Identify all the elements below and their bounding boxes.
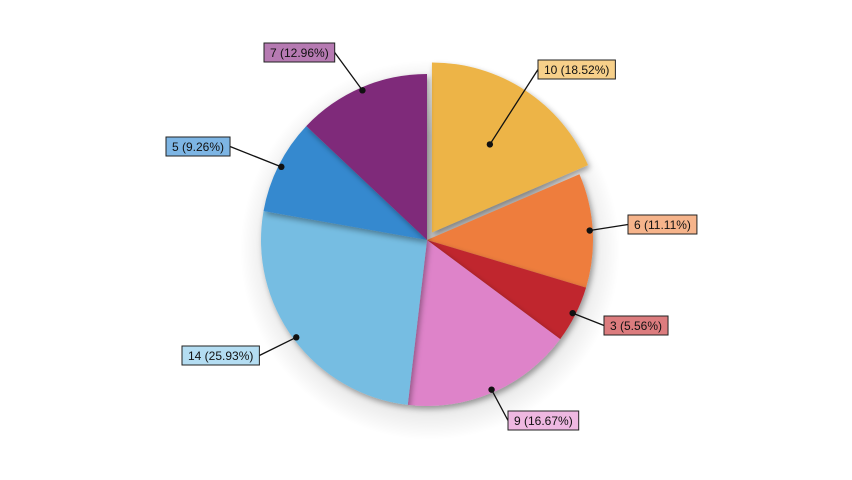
slice-label-1: 6 (11.11%): [634, 218, 691, 232]
leader-line-4: [259, 336, 297, 357]
leader-line-1: [589, 223, 629, 232]
leader-dot-3: [488, 386, 495, 393]
pie-slice-6: [306, 74, 427, 240]
pie-slice-5: [263, 126, 427, 240]
pie-labels: 10 (18.52%) 6 (11.11%) 3 (5.56%) 9 (16.67%)…: [165, 42, 698, 431]
slice-label-box-4: [181, 345, 260, 366]
pie-slice-2: [427, 240, 587, 340]
leader-dot-0: [486, 141, 494, 148]
slice-label-box-1: [627, 214, 698, 235]
leader-line-6: [334, 52, 363, 91]
pie-slice-4: [260, 211, 427, 405]
slice-label-4: 14 (25.93%): [188, 349, 253, 363]
slice-label-3: 9 (16.67%): [514, 414, 573, 428]
leader-line-2: [572, 312, 605, 327]
leader-dot-6: [359, 87, 366, 94]
pie-slice-0: [431, 62, 589, 233]
slice-label-box-2: [603, 315, 669, 336]
slice-label-box-6: [263, 42, 336, 63]
leader-line-5: [229, 145, 282, 168]
leader-line-0: [489, 69, 539, 145]
pie-slices: [260, 62, 593, 406]
slice-label-6: 7 (12.96%): [270, 46, 329, 60]
pie-slice-3: [407, 240, 561, 406]
slice-label-box-0: [537, 59, 616, 80]
leader-dot-4: [293, 334, 300, 341]
slice-label-0: 10 (18.52%): [544, 63, 609, 77]
pie-slice-1: [427, 174, 593, 288]
slice-label-box-3: [507, 410, 580, 431]
slice-label-box-5: [165, 136, 231, 157]
leader-dot-2: [569, 309, 576, 317]
slice-label-5: 5 (9.26%): [172, 140, 224, 154]
slice-label-2: 3 (5.56%): [610, 319, 662, 333]
leader-dot-1: [586, 227, 593, 234]
leader-dot-5: [278, 163, 285, 171]
leader-line-3: [490, 389, 509, 421]
